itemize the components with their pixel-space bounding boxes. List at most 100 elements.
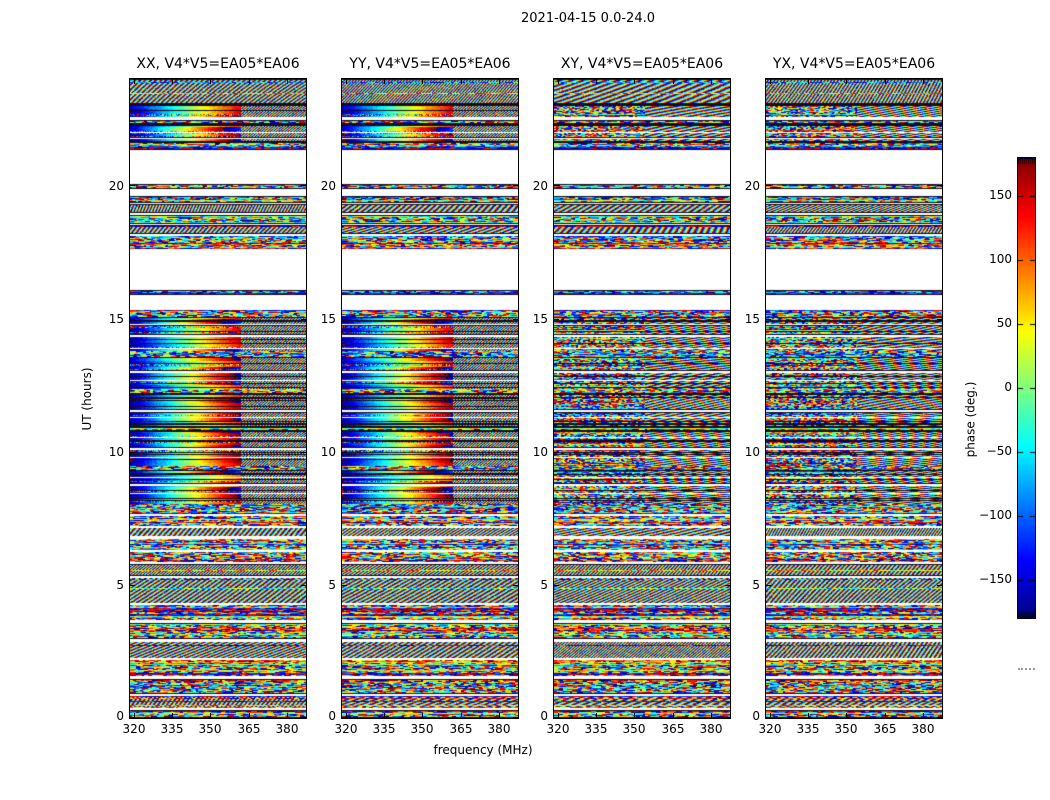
axis-tick [937, 717, 942, 718]
axis-tick [937, 319, 942, 320]
axis-tick [342, 452, 347, 453]
axis-tick [885, 713, 886, 718]
colorbar-tick-label: 0 [1004, 380, 1012, 394]
axis-tick [346, 79, 347, 84]
axis-tick [673, 79, 674, 84]
axis-tick [513, 185, 518, 186]
axis-tick [172, 713, 173, 718]
colorbar-tick-label: −50 [986, 443, 1012, 458]
axis-tick [558, 713, 559, 718]
axis-tick [287, 79, 288, 84]
colorbar-tick-label: −150 [979, 571, 1012, 586]
x-tick-label: 380 [911, 722, 935, 736]
x-tick-label: 350 [834, 722, 858, 736]
axis-tick [346, 713, 347, 718]
y-tick-label: 5 [116, 577, 124, 592]
colorbar-tick-label: 150 [989, 188, 1012, 203]
x-tick-label: 335 [796, 722, 820, 736]
axis-tick [808, 79, 809, 84]
x-tick-label: 320 [546, 722, 570, 736]
axis-tick [301, 319, 306, 320]
axis-tick [301, 185, 306, 186]
x-tick-label: 320 [334, 722, 358, 736]
x-tick-label: 380 [275, 722, 299, 736]
y-tick-label: 20 [532, 178, 548, 193]
panel-title-xx: XX, V4*V5=EA05*EA06 [136, 56, 300, 72]
axis-tick [554, 185, 559, 186]
y-tick-label: 10 [744, 444, 760, 459]
heatmap-canvas-yx [766, 79, 942, 718]
axis-tick [725, 319, 730, 320]
axis-tick [249, 713, 250, 718]
axis-tick [766, 717, 771, 718]
heatmap-panel-xy [553, 78, 731, 719]
axis-tick [937, 185, 942, 186]
axis-tick [287, 713, 288, 718]
colorbar-extend-mark [1018, 668, 1035, 670]
y-tick-label: 10 [108, 444, 124, 459]
axis-tick [766, 319, 771, 320]
axis-tick [513, 319, 518, 320]
y-tick-label: 10 [320, 444, 336, 459]
axis-tick [301, 585, 306, 586]
axis-tick [766, 185, 771, 186]
axis-tick [422, 713, 423, 718]
axis-tick [499, 713, 500, 718]
axis-tick [210, 79, 211, 84]
axis-tick [725, 452, 730, 453]
axis-tick [937, 452, 942, 453]
axis-tick [770, 713, 771, 718]
axis-tick [711, 79, 712, 84]
axis-tick [301, 717, 306, 718]
heatmap-canvas-xx [130, 79, 306, 718]
x-axis-label: frequency (MHz) [433, 743, 533, 757]
axis-tick [513, 452, 518, 453]
axis-tick [770, 79, 771, 84]
axis-tick [172, 79, 173, 84]
axis-tick [301, 452, 306, 453]
axis-tick [923, 79, 924, 84]
axis-tick [554, 319, 559, 320]
axis-tick [130, 452, 135, 453]
axis-tick [885, 79, 886, 84]
colorbar [1017, 157, 1036, 619]
axis-tick [249, 79, 250, 84]
y-tick-label: 10 [532, 444, 548, 459]
axis-tick [130, 319, 135, 320]
axis-tick [461, 713, 462, 718]
axis-tick [461, 79, 462, 84]
axis-tick [130, 717, 135, 718]
axis-tick [846, 713, 847, 718]
heatmap-panel-yx [765, 78, 943, 719]
panel-title-xy: XY, V4*V5=EA05*EA06 [560, 56, 724, 72]
y-tick-label: 0 [540, 709, 548, 723]
axis-tick [766, 585, 771, 586]
colorbar-tick-label: −100 [979, 507, 1012, 522]
y-tick-label: 15 [744, 311, 760, 326]
x-tick-label: 320 [122, 722, 146, 736]
axis-tick [634, 713, 635, 718]
axis-tick [725, 585, 730, 586]
axis-tick [422, 79, 423, 84]
axis-tick [134, 713, 135, 718]
x-tick-label: 335 [160, 722, 184, 736]
x-tick-label: 350 [622, 722, 646, 736]
x-tick-label: 365 [449, 722, 473, 736]
axis-tick [923, 713, 924, 718]
axis-tick [937, 585, 942, 586]
axis-tick [384, 79, 385, 84]
axis-tick [711, 713, 712, 718]
axis-tick [134, 79, 135, 84]
y-tick-label: 0 [328, 709, 336, 723]
x-tick-label: 350 [410, 722, 434, 736]
y-tick-label: 20 [320, 178, 336, 193]
x-tick-label: 365 [237, 722, 261, 736]
y-tick-label: 5 [328, 577, 336, 592]
colorbar-canvas [1018, 158, 1035, 618]
colorbar-tick-label: 50 [996, 316, 1012, 331]
y-tick-label: 15 [532, 311, 548, 326]
y-tick-label: 5 [752, 577, 760, 592]
y-tick-label: 0 [116, 709, 124, 723]
heatmap-panel-xx [129, 78, 307, 719]
